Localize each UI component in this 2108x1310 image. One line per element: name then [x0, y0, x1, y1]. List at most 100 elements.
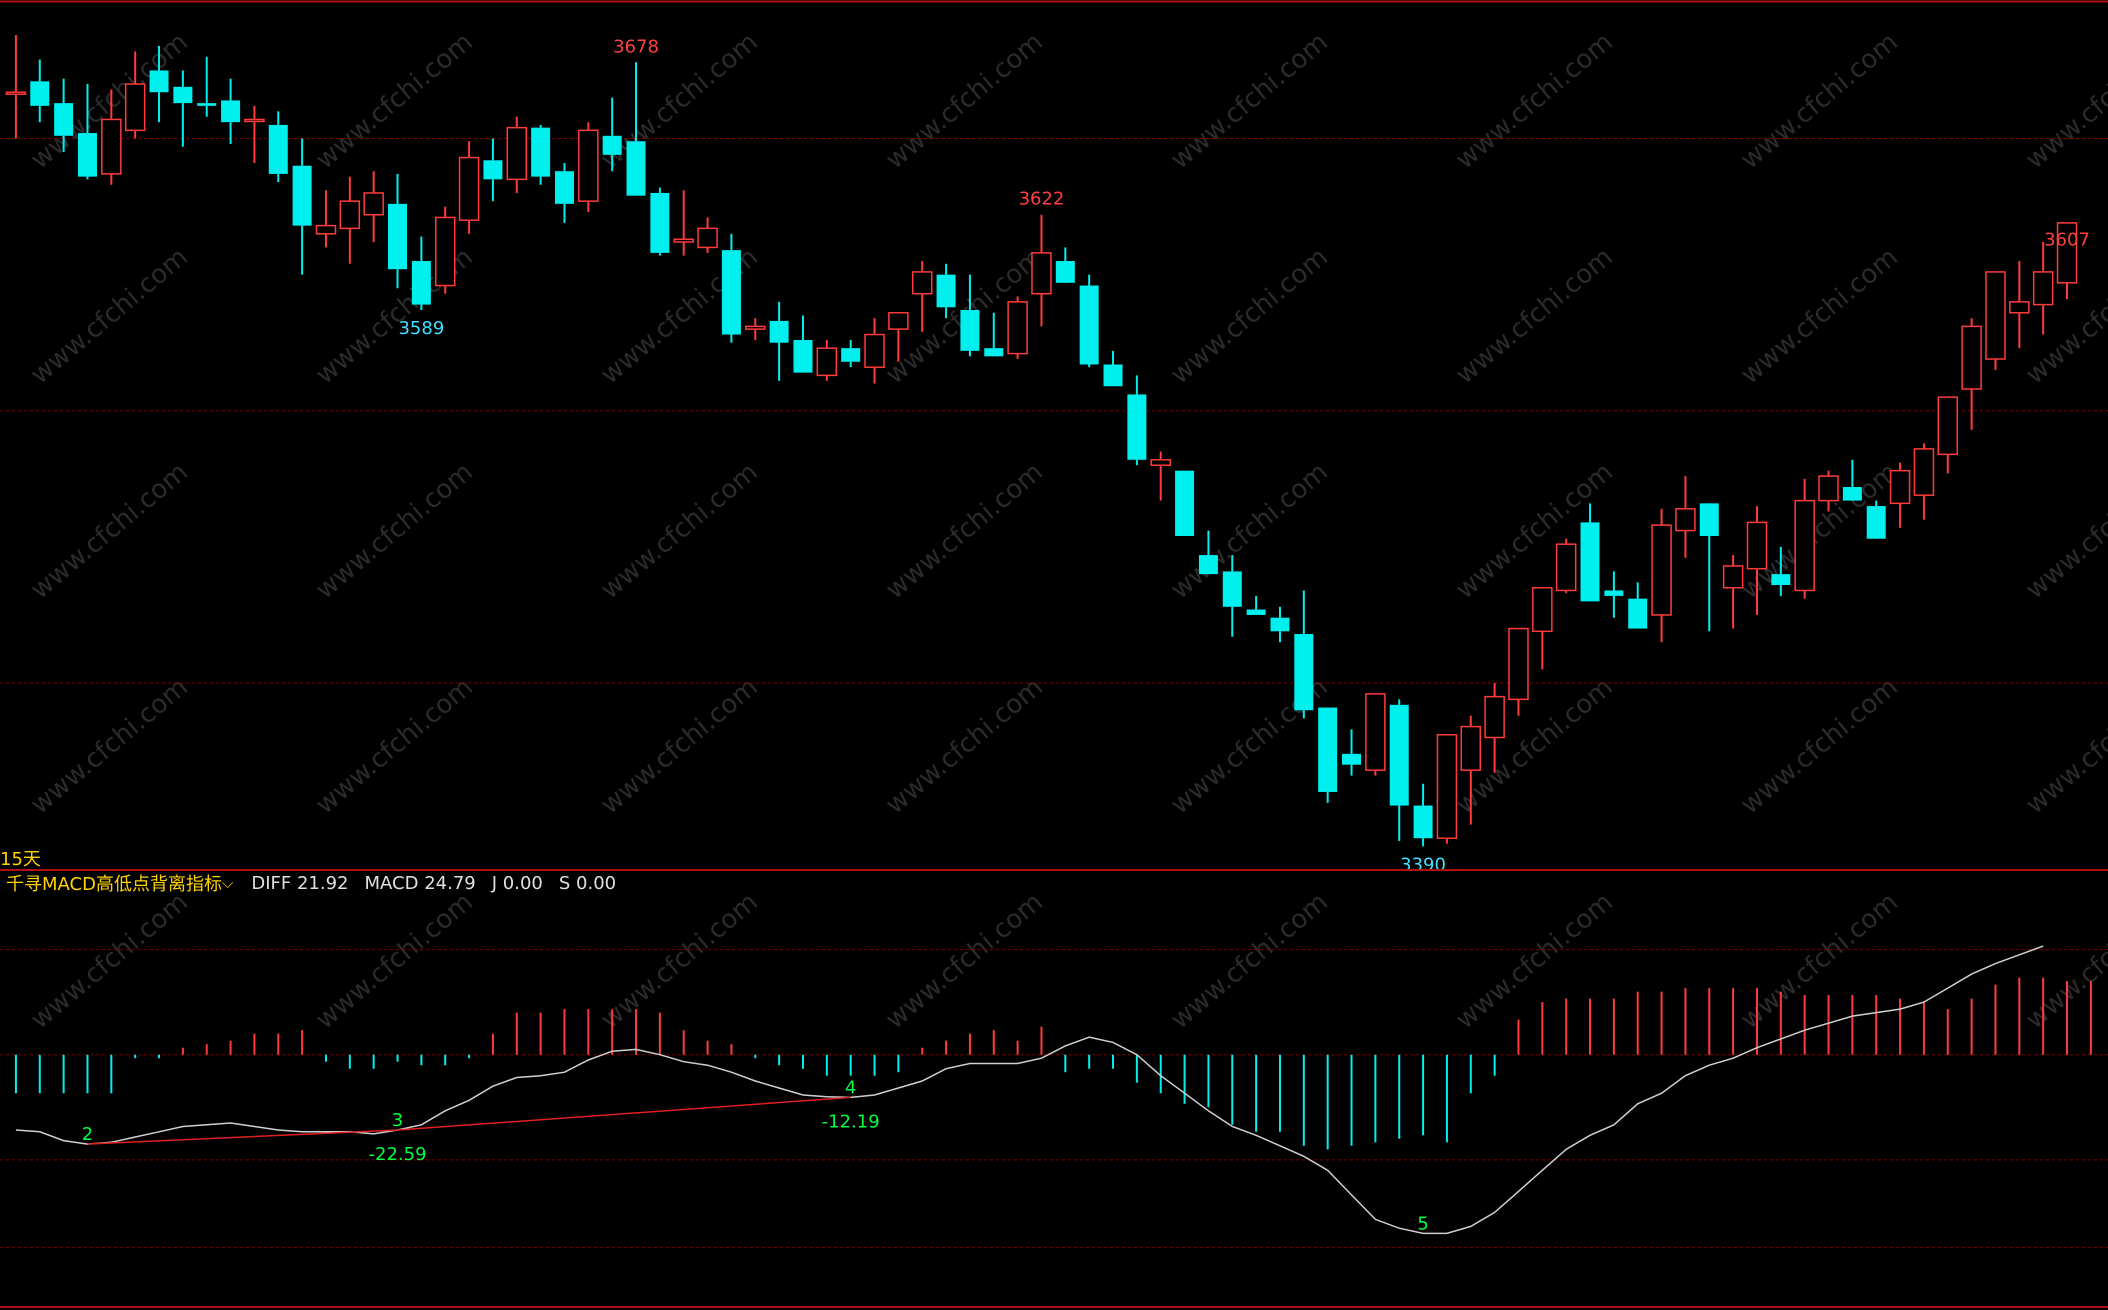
candle[interactable] [1246, 595, 1266, 615]
candle[interactable] [1460, 715, 1482, 825]
candle[interactable] [1889, 462, 1911, 528]
candle[interactable] [1771, 546, 1791, 596]
candle[interactable] [1580, 503, 1600, 602]
candle[interactable] [1985, 271, 2006, 370]
candle[interactable] [1746, 506, 1768, 615]
candle[interactable] [1270, 606, 1290, 643]
candle[interactable] [864, 318, 885, 384]
candle[interactable] [1628, 582, 1648, 629]
candle[interactable] [1389, 699, 1409, 841]
candle[interactable] [506, 116, 528, 193]
price-candles[interactable] [5, 35, 2078, 847]
candle[interactable] [363, 171, 384, 242]
candle[interactable] [841, 339, 861, 368]
candle[interactable] [1722, 555, 1744, 629]
candle[interactable] [434, 206, 456, 294]
candle[interactable] [1866, 500, 1886, 539]
candle[interactable] [602, 97, 622, 172]
candle[interactable] [1699, 503, 1719, 632]
candle-body-down [77, 133, 97, 177]
candle[interactable] [2009, 261, 2030, 349]
candle[interactable] [1675, 476, 1696, 558]
candle[interactable] [1294, 590, 1314, 719]
indicator-name[interactable]: 千寻MACD高低点背离指标 [6, 874, 222, 895]
candle[interactable] [1651, 508, 1672, 643]
candle[interactable] [578, 122, 599, 213]
candle-body-up [1961, 325, 1982, 390]
candle[interactable] [697, 217, 718, 253]
candle[interactable] [984, 312, 1004, 357]
candle[interactable] [411, 236, 431, 311]
candle[interactable] [1127, 375, 1147, 466]
candle[interactable] [1508, 627, 1529, 716]
candle[interactable] [5, 35, 27, 139]
candle[interactable] [124, 51, 146, 139]
candle[interactable] [554, 163, 574, 223]
candle[interactable] [268, 111, 288, 183]
candle[interactable] [721, 233, 741, 343]
candle[interactable] [1150, 451, 1171, 501]
candle[interactable] [911, 261, 933, 332]
candle[interactable] [960, 274, 980, 357]
candle[interactable] [650, 187, 670, 256]
candle[interactable] [149, 45, 169, 123]
candle[interactable] [673, 190, 694, 256]
candle[interactable] [1198, 530, 1218, 575]
candle-body-down [149, 70, 169, 93]
candle[interactable] [2056, 222, 2078, 300]
candle[interactable] [1079, 274, 1099, 368]
candle[interactable] [1007, 296, 1028, 360]
candle[interactable] [531, 124, 551, 185]
candle[interactable] [1555, 538, 1577, 594]
candle[interactable] [292, 138, 312, 275]
candle[interactable] [2032, 241, 2054, 335]
candle-body-up [1365, 693, 1386, 771]
candle[interactable] [936, 263, 956, 319]
candle[interactable] [626, 62, 646, 196]
candle[interactable] [769, 301, 789, 381]
candle[interactable] [1103, 350, 1123, 387]
candle[interactable] [1222, 555, 1242, 637]
candle[interactable] [793, 315, 813, 373]
candle[interactable] [888, 312, 909, 362]
candle[interactable] [388, 173, 408, 289]
candle-body-up [339, 200, 361, 230]
candle[interactable] [1031, 214, 1052, 327]
candle[interactable] [1842, 459, 1862, 501]
chevron-down-icon[interactable]: ⌵ [221, 874, 234, 892]
candle[interactable] [483, 138, 503, 202]
candle[interactable] [458, 141, 480, 234]
candle[interactable] [1961, 318, 1982, 430]
candle[interactable] [1532, 586, 1553, 670]
candle[interactable] [1318, 707, 1338, 803]
candle[interactable] [221, 78, 241, 144]
candle[interactable] [244, 105, 265, 164]
candle-body-up [244, 118, 265, 123]
macd-label: MACD [364, 872, 419, 894]
candle[interactable] [1436, 734, 1458, 844]
candle[interactable] [745, 318, 766, 340]
candle[interactable] [1175, 470, 1195, 537]
candle[interactable] [1365, 693, 1386, 776]
candle[interactable] [173, 70, 193, 147]
candle[interactable] [1484, 683, 1505, 773]
candle[interactable] [54, 78, 74, 153]
candle-body-down [1055, 261, 1075, 283]
candle[interactable] [1604, 571, 1624, 618]
candle[interactable] [1794, 478, 1815, 599]
candle[interactable] [1413, 783, 1433, 847]
candle[interactable] [339, 176, 361, 264]
candle[interactable] [816, 339, 838, 381]
candle[interactable] [77, 84, 97, 180]
candle[interactable] [1937, 396, 1959, 474]
candle[interactable] [1818, 470, 1839, 512]
candle[interactable] [197, 56, 217, 117]
macd-histogram[interactable] [14, 977, 2092, 1150]
candle[interactable] [30, 59, 50, 123]
candle[interactable] [101, 89, 122, 185]
candle[interactable] [1913, 443, 1935, 520]
candle[interactable] [1342, 729, 1362, 776]
candle[interactable] [1055, 247, 1075, 283]
candle[interactable] [315, 190, 337, 248]
